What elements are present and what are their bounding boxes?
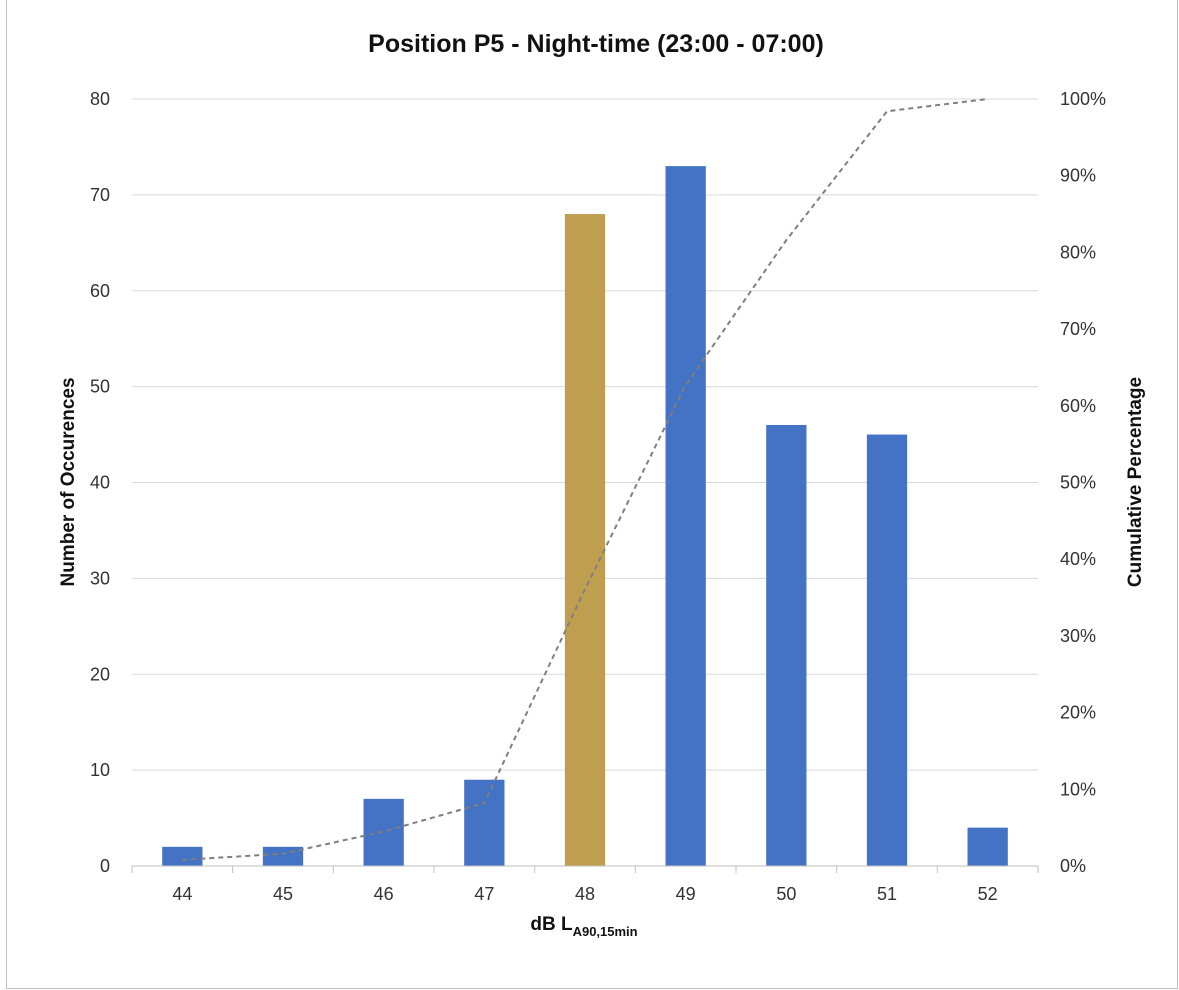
cumulative-line (182, 98, 988, 861)
y-tick-label: 30 (90, 568, 110, 588)
bar (564, 214, 606, 867)
y-tick-label: 70 (90, 185, 110, 205)
y2-tick-label: 100% (1060, 89, 1106, 109)
y2-tick-label: 60% (1060, 396, 1096, 416)
bar (766, 424, 807, 866)
y2-tick-label: 90% (1060, 166, 1096, 186)
x-tick-label: 47 (474, 884, 494, 904)
y-tick-label: 60 (90, 281, 110, 301)
y-tick-label: 40 (90, 473, 110, 493)
x-tick-label: 45 (273, 884, 293, 904)
x-axis-label-subscript: A90,15min (573, 924, 638, 939)
x-tick-label: 49 (676, 884, 696, 904)
bar (363, 798, 404, 866)
y-tick-label: 80 (90, 89, 110, 109)
y2-tick-label: 0% (1060, 856, 1086, 876)
cumulative-line-path (182, 98, 988, 861)
chart-frame (6, 0, 1178, 989)
x-tick-label: 48 (575, 884, 595, 904)
y-axis-label: Number of Occurences (58, 377, 79, 586)
y-tick-label: 20 (90, 664, 110, 684)
chart-title: Position P5 - Night-time (23:00 - 07:00) (368, 30, 824, 58)
axes (131, 865, 1039, 873)
bar (665, 166, 706, 867)
bars (162, 166, 1008, 867)
y2-tick-label: 80% (1060, 242, 1096, 262)
bar (262, 846, 304, 866)
y2-tick-labels: 0% 10% 20% 30% 40% 50% 60% 70% 80% 90% 100% (1060, 89, 1106, 876)
y2-axis-label: Cumulative Percentage (1125, 377, 1146, 587)
y2-tick-label: 20% (1060, 703, 1096, 723)
y-tick-label: 10 (90, 760, 110, 780)
x-tick-labels: 44 45 46 47 48 49 50 51 52 (172, 884, 997, 904)
y2-tick-label: 10% (1060, 779, 1096, 799)
x-tick-label: 51 (877, 884, 897, 904)
bar (866, 434, 908, 866)
x-tick-label: 50 (776, 884, 796, 904)
y2-tick-label: 30% (1060, 626, 1096, 646)
x-tick-label: 46 (374, 884, 394, 904)
y-tick-label: 50 (90, 377, 110, 397)
y2-tick-label: 40% (1060, 549, 1096, 569)
x-tick-label: 44 (172, 884, 192, 904)
x-axis-label: dB LA90,15min (530, 914, 637, 939)
y-tick-labels: 0 10 20 30 40 50 60 70 80 (90, 89, 110, 876)
x-axis-label-main: dB L (530, 914, 573, 935)
y2-tick-label: 70% (1060, 319, 1096, 339)
bar (162, 846, 203, 866)
bar (464, 779, 505, 866)
x-tick-label: 52 (978, 884, 998, 904)
bar (967, 827, 1008, 866)
y-tick-label: 0 (100, 856, 110, 876)
y2-tick-label: 50% (1060, 473, 1096, 493)
